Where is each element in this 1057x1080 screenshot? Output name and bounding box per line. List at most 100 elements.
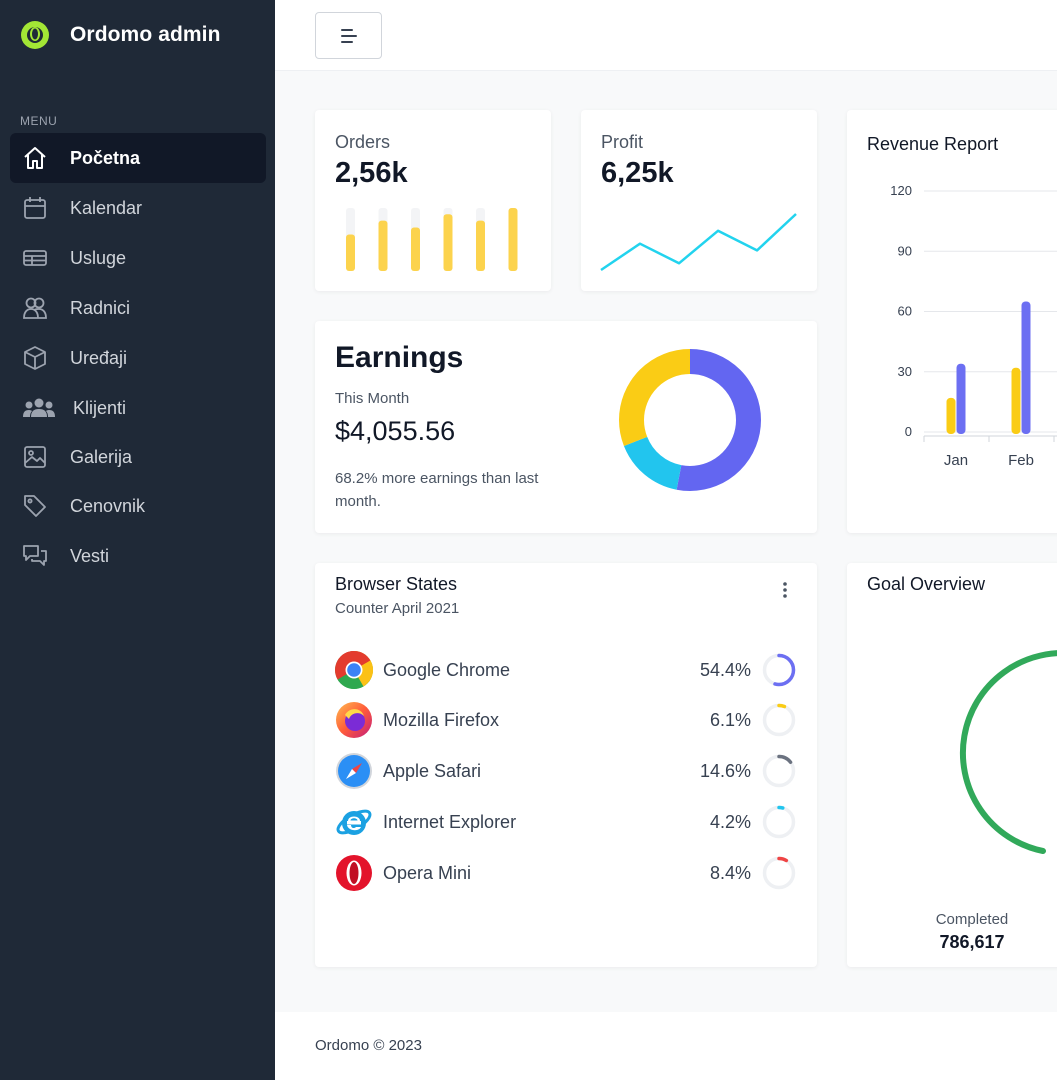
- sidebar-item-galerija[interactable]: Galerija: [10, 433, 266, 481]
- ring-progress: [762, 653, 796, 687]
- earnings-title: Earnings: [335, 341, 464, 374]
- orders-bar: [443, 214, 453, 271]
- home-icon: [24, 147, 46, 169]
- orders-card: Orders 2,56k: [315, 110, 551, 291]
- browser-percent: 4.2%: [709, 811, 751, 832]
- orders-bar: [508, 208, 518, 271]
- user-group-icon: [23, 398, 55, 417]
- sidebar-item-label: Kalendar: [70, 197, 143, 218]
- chat-icon: [23, 545, 47, 566]
- firefox-icon: [336, 702, 372, 738]
- menu-toggle-button[interactable]: [315, 12, 382, 59]
- sidebar-item-usluge[interactable]: Usluge: [10, 233, 266, 283]
- brand-logo-icon: [21, 21, 49, 49]
- sidebar-item-label: Galerija: [70, 446, 133, 467]
- browser-row-safari[interactable]: Apple Safari 14.6%: [335, 751, 797, 791]
- profit-value: 6,25k: [601, 157, 674, 189]
- sidebar-item-label: Klijenti: [73, 397, 127, 418]
- brand-name: Ordomo admin: [70, 23, 221, 46]
- x-tick-label: Feb: [1008, 452, 1034, 469]
- tag-icon: [24, 495, 46, 517]
- progress-ring: [762, 653, 796, 687]
- orders-value: 2,56k: [335, 157, 408, 189]
- browser-row-opera[interactable]: Opera Mini 8.4%: [335, 853, 797, 893]
- goal-overview-card: Goal Overview Completed 786,617: [847, 563, 1057, 967]
- browser-percent: 54.4%: [699, 659, 751, 680]
- earnings-card: Earnings This Month $4,055.56 68.2% more…: [315, 321, 817, 533]
- calendar-icon: [24, 197, 46, 219]
- goal-radial-arc: [959, 650, 1057, 854]
- brand[interactable]: Ordomo admin: [20, 18, 221, 52]
- sidebar-item-cenovnik[interactable]: Cenovnik: [10, 481, 266, 531]
- profit-card: Profit 6,25k: [581, 110, 817, 291]
- ring-progress: [762, 754, 796, 788]
- progress-ring: [762, 754, 796, 788]
- progress-ring: [762, 805, 796, 839]
- opera-icon: [336, 855, 372, 891]
- ring-track: [762, 703, 796, 737]
- browser-states-card: Browser States Counter April 2021 Google…: [315, 563, 817, 967]
- browser-title: Browser States: [335, 574, 458, 594]
- earnings-amount: $4,055.56: [335, 416, 456, 446]
- browser-name: Apple Safari: [383, 760, 482, 781]
- profit-line: [600, 213, 797, 272]
- ring-progress: [762, 703, 796, 737]
- footer-copyright: Ordomo © 2023: [315, 1037, 422, 1054]
- browser-name: Google Chrome: [383, 659, 511, 680]
- y-tick-label: 60: [898, 304, 912, 319]
- browser-percent: 6.1%: [709, 709, 751, 730]
- sidebar-item-vesti[interactable]: Vesti: [10, 531, 266, 581]
- ring-track: [762, 805, 796, 839]
- users-icon: [23, 297, 47, 319]
- revenue-bar: [1011, 367, 1021, 434]
- table-icon: [23, 250, 47, 266]
- image-icon: [24, 446, 46, 468]
- goal-completed-value: 786,617: [939, 932, 1005, 952]
- sidebar-item-radnici[interactable]: Radnici: [10, 283, 266, 333]
- sidebar-item-label: Radnici: [70, 297, 131, 318]
- revenue-bar: [1021, 301, 1031, 434]
- sidebar-item-label: Usluge: [70, 247, 127, 268]
- orders-bar: [346, 234, 355, 271]
- sidebar-item-pocetna[interactable]: Početna: [10, 133, 266, 183]
- ring-track: [762, 856, 796, 890]
- sidebar-item-label: Početna: [70, 147, 141, 168]
- revenue-bar: [946, 397, 956, 434]
- earnings-donut-chart: [619, 349, 761, 491]
- browser-row-firefox[interactable]: Mozilla Firefox 6.1%: [335, 700, 797, 740]
- ring-progress: [762, 805, 796, 839]
- browser-name: Internet Explorer: [383, 811, 517, 832]
- revenue-bar-chart: 0 30 60 90 120 Jan Feb: [890, 183, 1057, 469]
- browser-percent: 8.4%: [709, 862, 751, 883]
- sidebar: Ordomo admin MENU Početna Kalendar Uslug…: [0, 0, 275, 1080]
- orders-bar-chart: [346, 208, 518, 271]
- safari-icon: [336, 753, 372, 789]
- orders-bar: [411, 227, 420, 271]
- goal-title: Goal Overview: [867, 574, 986, 594]
- orders-label: Orders: [335, 132, 391, 152]
- y-tick-label: 30: [898, 364, 912, 379]
- profit-label: Profit: [601, 132, 644, 152]
- browser-subtitle: Counter April 2021: [335, 600, 460, 617]
- sidebar-item-kalendar[interactable]: Kalendar: [10, 183, 266, 233]
- cube-icon: [24, 346, 46, 370]
- sidebar-item-uredjaji[interactable]: Uređaji: [10, 333, 266, 383]
- goal-progress-arc: [959, 650, 1057, 854]
- goal-completed-label: Completed: [935, 911, 1009, 928]
- orders-bar: [378, 220, 388, 271]
- kebab-icon[interactable]: [777, 580, 793, 600]
- ring-progress: [762, 856, 796, 890]
- footer: Ordomo © 2023: [275, 1012, 1057, 1080]
- orders-bar: [476, 220, 485, 271]
- browser-row-ie[interactable]: Internet Explorer 4.2%: [335, 802, 797, 842]
- progress-ring: [762, 703, 796, 737]
- x-tick-label: Jan: [944, 452, 968, 469]
- browser-row-chrome[interactable]: Google Chrome 54.4%: [335, 650, 797, 690]
- sidebar-item-label: Cenovnik: [70, 495, 146, 516]
- ie-icon: [336, 809, 372, 835]
- menu-align-icon: [340, 28, 357, 43]
- earnings-note: 68.2% more earnings than last month.: [335, 470, 539, 510]
- sidebar-nav: Početna Kalendar Usluge Radnici Uređaji …: [10, 133, 266, 581]
- sidebar-item-klijenti[interactable]: Klijenti: [10, 383, 266, 433]
- y-tick-label: 0: [905, 424, 912, 439]
